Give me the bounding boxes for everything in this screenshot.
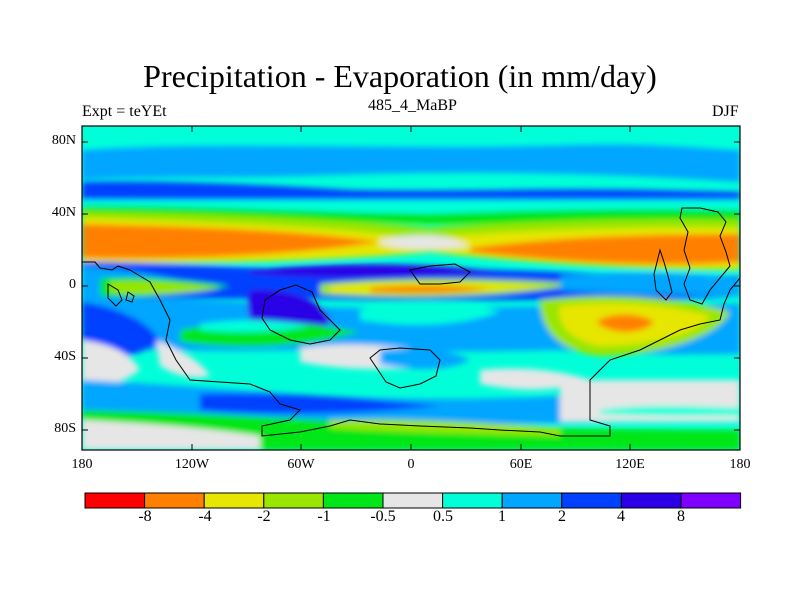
colorbar-box: [322, 492, 384, 509]
colorbar-label: -1: [317, 508, 331, 525]
colorbar-label: 8: [677, 508, 685, 525]
axis-ticks: [81, 126, 741, 450]
age-label: 485_4_MaBP: [368, 97, 457, 114]
x-tick-label: 180: [71, 457, 93, 472]
colorbar-label: 0.5: [433, 508, 453, 525]
colorbar-box: [382, 492, 444, 509]
colorbar-box: [680, 492, 742, 509]
colorbar-label: 1: [498, 508, 506, 525]
colorbar-box: [442, 492, 503, 509]
colorbar-label: -8: [138, 508, 152, 525]
x-tick-label: 0: [407, 457, 415, 472]
y-tick-label: 40N: [51, 205, 76, 220]
y-tick-label: 80S: [54, 421, 76, 436]
x-tick-label: 60E: [509, 457, 533, 472]
precip-evap-field: [82, 126, 740, 450]
y-tick-label: 0: [69, 277, 76, 292]
colorbar-box: [144, 492, 205, 509]
colorbar-box: [620, 492, 682, 509]
colorbar-label: -0.5: [370, 508, 396, 525]
colorbar-label: -4: [198, 508, 212, 525]
colorbar-box: [263, 492, 324, 509]
x-tick-label: 60W: [287, 457, 315, 472]
season-label: DJF: [712, 103, 739, 120]
colorbar-box: [561, 492, 622, 509]
x-tick-label: 180: [729, 457, 751, 472]
colorbar: [84, 492, 742, 509]
y-tick-label: 40S: [54, 349, 76, 364]
colorbar-box: [501, 492, 563, 509]
chart-title: Precipitation - Evaporation (in mm/day): [143, 58, 657, 94]
experiment-label: Expt = teYEt: [82, 103, 167, 120]
colorbar-box: [84, 492, 146, 509]
x-tick-label: 120W: [174, 457, 210, 472]
continent-outlines: [82, 207, 740, 437]
colorbar-label: -2: [257, 508, 271, 525]
colorbar-box: [203, 492, 265, 509]
colorbar-label: 4: [617, 508, 625, 525]
y-tick-label: 80N: [51, 133, 76, 148]
x-tick-label: 120E: [615, 457, 645, 472]
colorbar-label: 2: [558, 508, 566, 525]
